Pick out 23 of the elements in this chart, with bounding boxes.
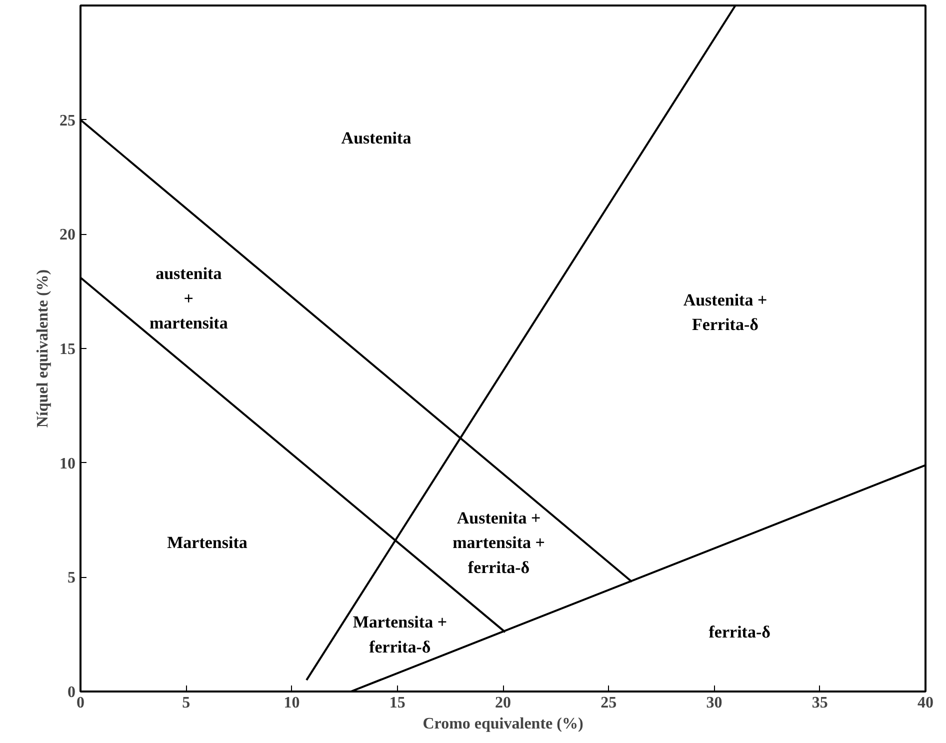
y-tick-label: 15 — [60, 341, 76, 358]
x-tick-label: 5 — [182, 694, 190, 712]
x-tick-label: 15 — [389, 694, 406, 712]
y-axis-title: Níquel equivalente (%) — [34, 269, 52, 428]
y-tick-label: 20 — [60, 226, 76, 244]
annotation: Martensita + ferrita-δ — [352, 612, 448, 656]
x-tick-label: 30 — [706, 694, 722, 712]
x-tick-label: 20 — [495, 694, 511, 712]
y-tick-label: 25 — [60, 112, 76, 130]
y-tick-label: 5 — [68, 570, 76, 587]
x-tick-label: 35 — [812, 694, 828, 712]
x-tick-label: 25 — [600, 694, 617, 712]
annotation: austenita + martensita — [149, 264, 228, 333]
annotation: Martensita — [167, 533, 248, 552]
y-tick-label: 10 — [60, 455, 76, 472]
y-tick-label: 0 — [68, 684, 76, 701]
annotation: Austenita — [341, 128, 412, 148]
x-axis-title: Cromo equivalente (%) — [422, 716, 584, 732]
annotation: ferrita-δ — [708, 622, 771, 642]
annotation: Austenita + martensita + ferrita-δ — [452, 508, 545, 577]
annotation: Austenita + Ferrita-δ — [683, 290, 768, 334]
x-tick-label: 40 — [918, 694, 934, 712]
x-tick-label: 10 — [284, 694, 300, 712]
